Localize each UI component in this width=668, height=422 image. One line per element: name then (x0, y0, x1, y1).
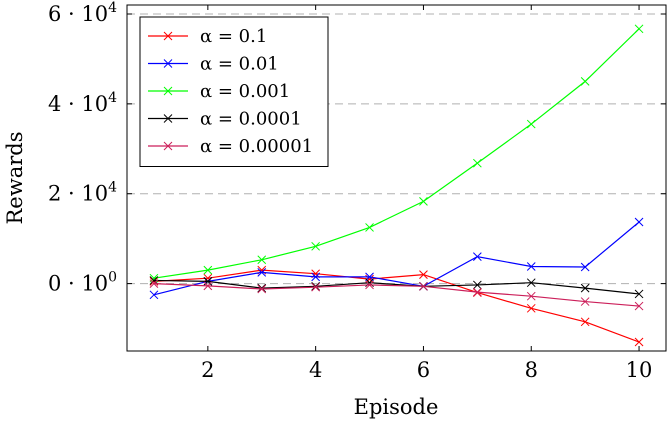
legend-marker (163, 114, 173, 123)
data-point-marker (580, 262, 590, 272)
data-point-marker (472, 280, 482, 290)
data-point-marker (580, 297, 590, 306)
data-point-marker (419, 270, 428, 279)
legend-item: α = 0.00001 (148, 136, 313, 157)
data-point-marker (634, 301, 644, 311)
data-point-marker (526, 262, 536, 271)
series-5 (149, 279, 644, 311)
x-tick-label: 10 (626, 358, 653, 382)
data-point-marker (419, 197, 428, 206)
series-3 (149, 24, 644, 283)
data-point-marker (203, 281, 213, 291)
series-line (153, 282, 640, 307)
legend-label: α = 0.01 (200, 54, 279, 75)
y-tick-label: 6 · 104 (48, 0, 117, 26)
series-line (153, 269, 640, 343)
series-group (149, 24, 644, 347)
y-tick-label: 2 · 104 (48, 180, 117, 206)
y-tick-label: 4 · 104 (48, 90, 117, 116)
x-axis-label: Episode (354, 395, 439, 419)
data-point-marker (472, 252, 482, 261)
data-point-marker (472, 287, 482, 297)
axis-ticks: 0 · 100 2 · 104 4 · 104 6 · 104 2 4 6 8 10 (48, 0, 666, 382)
legend-box (139, 16, 329, 167)
legend-item: α = 0.1 (148, 26, 267, 47)
x-tick-label: 6 (417, 358, 430, 382)
data-point-marker (526, 278, 536, 288)
series-line (153, 279, 640, 295)
data-point-marker (311, 241, 321, 251)
data-point-marker (580, 77, 590, 86)
y-axis-label: Rewards (3, 132, 27, 225)
plot-frame (126, 4, 667, 352)
data-point-marker (419, 281, 428, 291)
legend-label: α = 0.1 (200, 26, 267, 47)
data-point-marker (203, 265, 213, 275)
series-line (153, 28, 640, 279)
data-point-marker (634, 217, 644, 227)
data-point-marker (580, 283, 590, 293)
data-point-marker (526, 119, 536, 129)
legend-marker (163, 59, 173, 68)
legend-item: α = 0.01 (148, 54, 279, 75)
legend-marker (163, 31, 173, 41)
grid-lines (127, 13, 666, 285)
data-point-marker (365, 280, 374, 290)
data-point-marker (257, 255, 267, 265)
series-2 (149, 217, 644, 300)
data-point-marker (257, 283, 267, 293)
series-line (153, 221, 640, 296)
data-point-marker (526, 303, 536, 313)
data-point-marker (311, 282, 321, 292)
legend-item: α = 0.0001 (148, 109, 302, 130)
data-point-marker (203, 276, 213, 286)
x-tick-label: 2 (201, 358, 214, 382)
y-tick-label: 0 · 100 (48, 270, 117, 296)
data-point-marker (526, 291, 536, 301)
data-point-marker (634, 289, 644, 299)
x-tick-label: 8 (525, 358, 538, 382)
legend: α = 0.1 α = 0.01 α = 0.001 α = 0.0001 α = 0.… (139, 16, 329, 167)
legend-label: α = 0.00001 (200, 136, 313, 157)
data-point-marker (472, 158, 482, 168)
data-point-marker (149, 290, 159, 300)
data-point-marker (311, 281, 321, 291)
data-point-marker (257, 284, 267, 294)
data-point-marker (634, 24, 644, 34)
legend-label: α = 0.001 (200, 81, 290, 102)
data-point-marker (634, 337, 644, 347)
data-point-marker (580, 317, 590, 327)
data-point-marker (149, 279, 159, 288)
legend-label: α = 0.0001 (200, 109, 302, 130)
data-point-marker (365, 223, 374, 232)
data-point-marker (311, 272, 321, 282)
legend-marker (163, 86, 173, 96)
data-point-marker (257, 268, 267, 277)
legend-marker (163, 141, 173, 151)
x-tick-label: 4 (309, 358, 322, 382)
legend-item: α = 0.001 (148, 81, 290, 102)
